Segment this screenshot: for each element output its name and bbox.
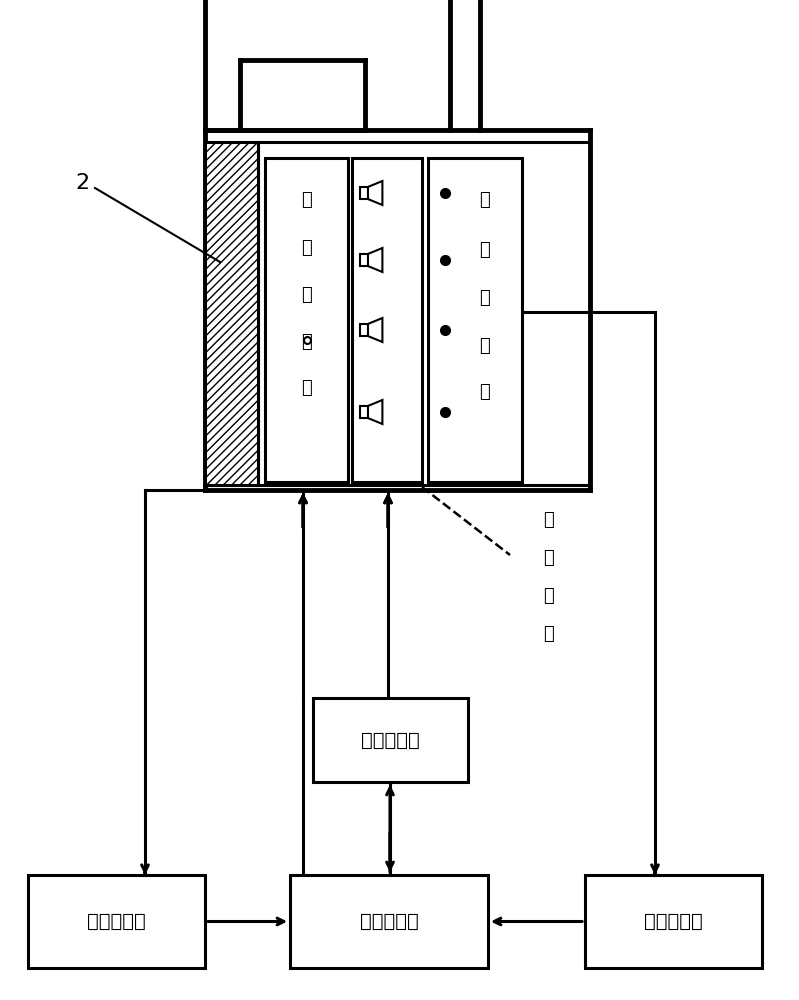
- Polygon shape: [368, 400, 383, 424]
- Text: 声: 声: [479, 337, 491, 355]
- Text: 器: 器: [479, 383, 491, 401]
- Text: 传: 传: [479, 289, 491, 307]
- Bar: [290, 875, 488, 968]
- Text: 差: 差: [479, 241, 491, 259]
- Bar: [585, 875, 762, 968]
- Bar: [352, 158, 422, 482]
- Text: 信号调理器: 信号调理器: [87, 912, 146, 931]
- Text: 器: 器: [302, 379, 312, 397]
- Text: 传: 传: [302, 286, 312, 304]
- Bar: [360, 406, 368, 418]
- Text: 源: 源: [543, 625, 554, 643]
- Text: 误: 误: [479, 191, 491, 209]
- Polygon shape: [368, 318, 383, 342]
- Bar: [265, 158, 348, 482]
- Bar: [428, 158, 522, 482]
- Text: 2: 2: [75, 173, 89, 193]
- Polygon shape: [368, 248, 383, 272]
- Text: 控: 控: [543, 511, 554, 529]
- Text: 考: 考: [302, 239, 312, 257]
- Text: 制: 制: [543, 549, 554, 567]
- Text: 参: 参: [302, 191, 312, 209]
- Bar: [360, 254, 368, 266]
- Bar: [360, 187, 368, 199]
- Text: 有源控制器: 有源控制器: [360, 912, 419, 931]
- Polygon shape: [368, 181, 383, 205]
- Text: 信号调理器: 信号调理器: [644, 912, 703, 931]
- Text: 声: 声: [543, 587, 554, 605]
- Text: 声: 声: [302, 333, 312, 351]
- Bar: [313, 698, 468, 782]
- Bar: [28, 875, 205, 968]
- Bar: [205, 142, 258, 485]
- Text: 功率放大器: 功率放大器: [361, 730, 420, 750]
- Bar: [360, 324, 368, 336]
